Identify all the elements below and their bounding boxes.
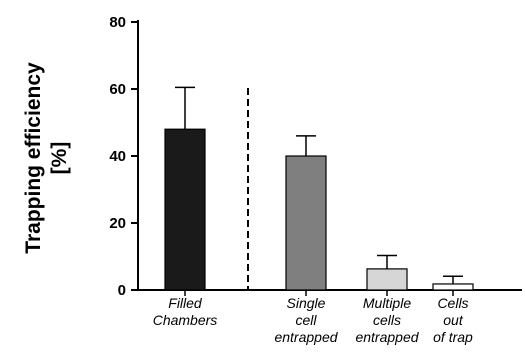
bar [432,283,474,291]
y-axis-title: Trapping efficiency [22,62,45,254]
category-label-line: Single [287,295,326,311]
category-label-line: out [443,312,464,328]
category-label-line: Chambers [153,312,218,328]
category-label: Cells out of trap [433,295,473,345]
category-label-line: entrapped [355,329,419,345]
bars [164,86,474,291]
category-label-line: cell [295,312,317,328]
category-label-line: cells [373,312,401,328]
category-label-line: Filled [168,295,203,311]
category-label: Filled Chambers [153,295,218,328]
y-tick-label: 40 [109,148,126,165]
category-label: Single cell entrapped [274,295,338,345]
category-label-line: entrapped [274,329,338,345]
y-tick-label: 80 [109,14,126,31]
y-axis-title-line-1: Trapping efficiency [22,62,45,254]
category-label-line: Multiple [363,295,411,311]
y-axis-title-line-2: [%] [48,142,71,175]
bar [164,128,206,291]
bar [366,268,408,291]
y-tick-label: 20 [109,215,126,232]
bar [285,155,327,291]
y-axis-title-unit: [%] [48,142,71,175]
category-label: Multiple cells entrapped [355,295,419,345]
category-label-line: of trap [433,329,473,345]
y-tick-label: 60 [109,81,126,98]
category-label-line: Cells [437,295,468,311]
y-tick-label: 0 [118,282,126,299]
